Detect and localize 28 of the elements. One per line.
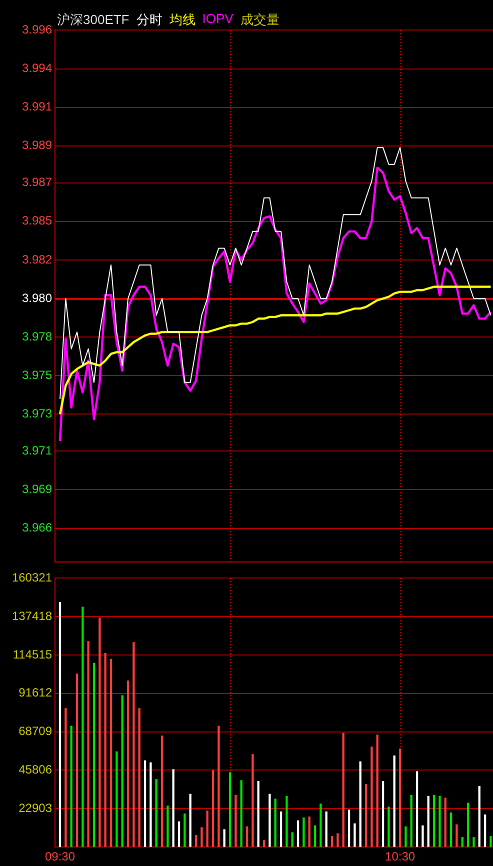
y-tick-label: 3.994 <box>22 61 52 76</box>
text: 分时 <box>136 11 162 29</box>
y-tick-label: 3.987 <box>22 175 52 190</box>
y-tick-label: 3.975 <box>22 368 52 382</box>
y-tick-label: 3.989 <box>22 138 52 152</box>
text: IOPV <box>202 11 234 28</box>
y-tick-label: 3.980 <box>22 290 52 305</box>
y-tick-label: 22903 <box>18 800 52 815</box>
text: 成交量 <box>240 11 280 29</box>
y-tick-label: 45806 <box>18 762 52 777</box>
y-tick-label: 3.985 <box>22 214 52 228</box>
y-tick-label: 3.996 <box>22 22 52 37</box>
x-tick-label: 10:30 <box>385 850 416 864</box>
x-tick-label: 09:30 <box>44 850 76 864</box>
y-tick-label: 3.973 <box>22 406 52 421</box>
y-tick-label: 160321 <box>12 570 52 585</box>
y-tick-label: 137418 <box>12 608 52 623</box>
y-tick-label: 114515 <box>12 647 52 662</box>
y-tick-label: 3.982 <box>22 252 52 266</box>
y-tick-label: 3.966 <box>22 520 52 535</box>
y-tick-label: 68709 <box>18 724 52 738</box>
y-tick-label: 3.969 <box>22 482 52 496</box>
y-tick-label: 3.971 <box>22 443 52 458</box>
y-tick-label: 3.991 <box>22 100 52 114</box>
y-tick-label: 3.978 <box>22 329 52 344</box>
chart-title: 沪深300ETF <box>57 11 130 29</box>
y-tick-label: 91612 <box>18 686 52 700</box>
text: 均线 <box>169 11 196 29</box>
